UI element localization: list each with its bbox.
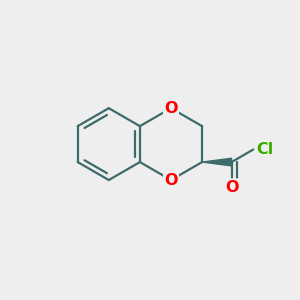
Text: Cl: Cl xyxy=(256,142,273,157)
Text: O: O xyxy=(164,101,178,116)
Text: O: O xyxy=(225,180,238,195)
Text: O: O xyxy=(164,172,178,188)
Polygon shape xyxy=(202,158,232,166)
